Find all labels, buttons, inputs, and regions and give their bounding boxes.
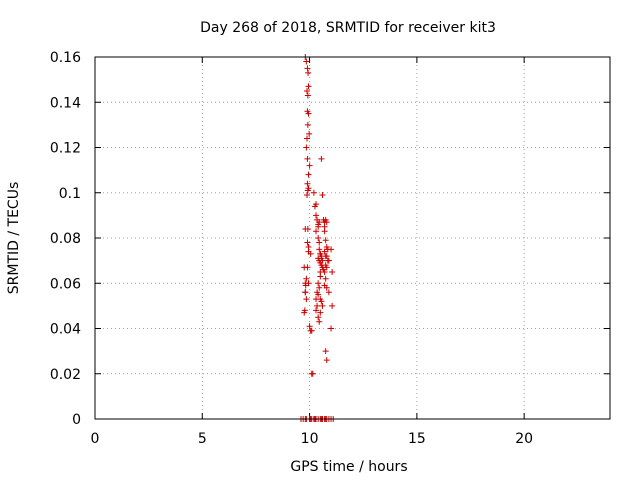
data-point [316, 318, 323, 325]
data-point [301, 309, 308, 316]
data-point [315, 291, 322, 298]
data-point [319, 302, 326, 309]
data-point [304, 65, 311, 72]
data-point [313, 307, 320, 314]
data-point [302, 282, 309, 289]
data-point [306, 162, 313, 169]
data-point [304, 180, 311, 187]
data-point [309, 370, 316, 377]
data-point [325, 257, 332, 264]
data-point [303, 144, 310, 151]
data-point [304, 92, 311, 99]
data-point [303, 296, 310, 303]
data-point [304, 225, 311, 232]
data-point [315, 314, 322, 321]
data-point [316, 219, 323, 226]
tick-labels: 0 5 10 15 20 0 0.02 0.04 0.06 0.08 0.1 0.12 0.14 0.16 [50, 50, 533, 447]
data-point [321, 268, 328, 275]
y-tick-label: 0.14 [50, 95, 81, 111]
x-axis-label: GPS time / hours [290, 459, 407, 475]
data-point [325, 289, 332, 296]
data-point [318, 298, 325, 305]
data-point [315, 280, 322, 287]
data-point [329, 302, 336, 309]
data-point [305, 83, 312, 90]
data-point [307, 250, 314, 257]
data-point [313, 201, 320, 208]
data-point [317, 273, 324, 280]
x-tick-label: 0 [91, 431, 100, 447]
data-point [310, 189, 317, 196]
data-point [303, 275, 310, 282]
x-tick-label: 15 [408, 431, 426, 447]
data-point [321, 248, 328, 255]
y-tick-label: 0.06 [50, 276, 81, 292]
data-point [302, 289, 309, 296]
chart-title: Day 268 of 2018, SRMTID for receiver kit… [200, 20, 496, 36]
data-point [328, 325, 335, 332]
data-point [316, 246, 323, 253]
data-point [323, 219, 330, 226]
data-point [319, 192, 326, 199]
data-point [305, 185, 312, 192]
data-point [318, 255, 325, 262]
x-tick-label: 10 [301, 431, 319, 447]
data-point [323, 264, 330, 271]
data-point [304, 192, 311, 199]
data-point [321, 228, 328, 235]
y-axis-label: SRMTID / TECUs [6, 182, 22, 295]
data-point [317, 309, 324, 316]
data-point [304, 87, 311, 94]
data-point [323, 284, 330, 291]
data-point [322, 275, 329, 282]
y-tick-label: 0.1 [59, 186, 81, 202]
data-point [304, 239, 311, 246]
data-point [306, 323, 313, 330]
data-point [301, 264, 308, 271]
data-point [313, 296, 320, 303]
y-tick-label: 0.08 [50, 231, 81, 247]
y-tick-label: 0 [72, 412, 81, 428]
x-tick-label: 20 [515, 431, 533, 447]
data-point [304, 155, 311, 162]
data-points [298, 54, 337, 422]
data-point [313, 212, 320, 219]
data-point [323, 253, 330, 260]
data-point [304, 121, 311, 128]
data-point [323, 357, 330, 364]
data-point [316, 284, 323, 291]
data-point [314, 302, 321, 309]
data-point [308, 327, 315, 334]
x-tick-label: 5 [198, 431, 207, 447]
data-point [316, 239, 323, 246]
data-point [305, 69, 312, 76]
grid [95, 57, 610, 419]
y-tick-label: 0.16 [50, 50, 81, 66]
data-point [306, 130, 313, 137]
data-point [317, 250, 324, 257]
data-point [305, 110, 312, 117]
data-point [303, 58, 310, 65]
data-point [329, 268, 336, 275]
data-point [313, 228, 320, 235]
data-point [322, 348, 329, 355]
data-point [328, 246, 335, 253]
data-point [305, 171, 312, 178]
plot-frame [94, 56, 611, 420]
data-point [318, 155, 325, 162]
y-tick-label: 0.04 [50, 322, 81, 338]
data-point [304, 135, 311, 142]
data-point [315, 235, 322, 241]
y-tick-label: 0.12 [50, 141, 81, 157]
y-tick-label: 0.02 [50, 367, 81, 383]
data-point [322, 237, 329, 244]
